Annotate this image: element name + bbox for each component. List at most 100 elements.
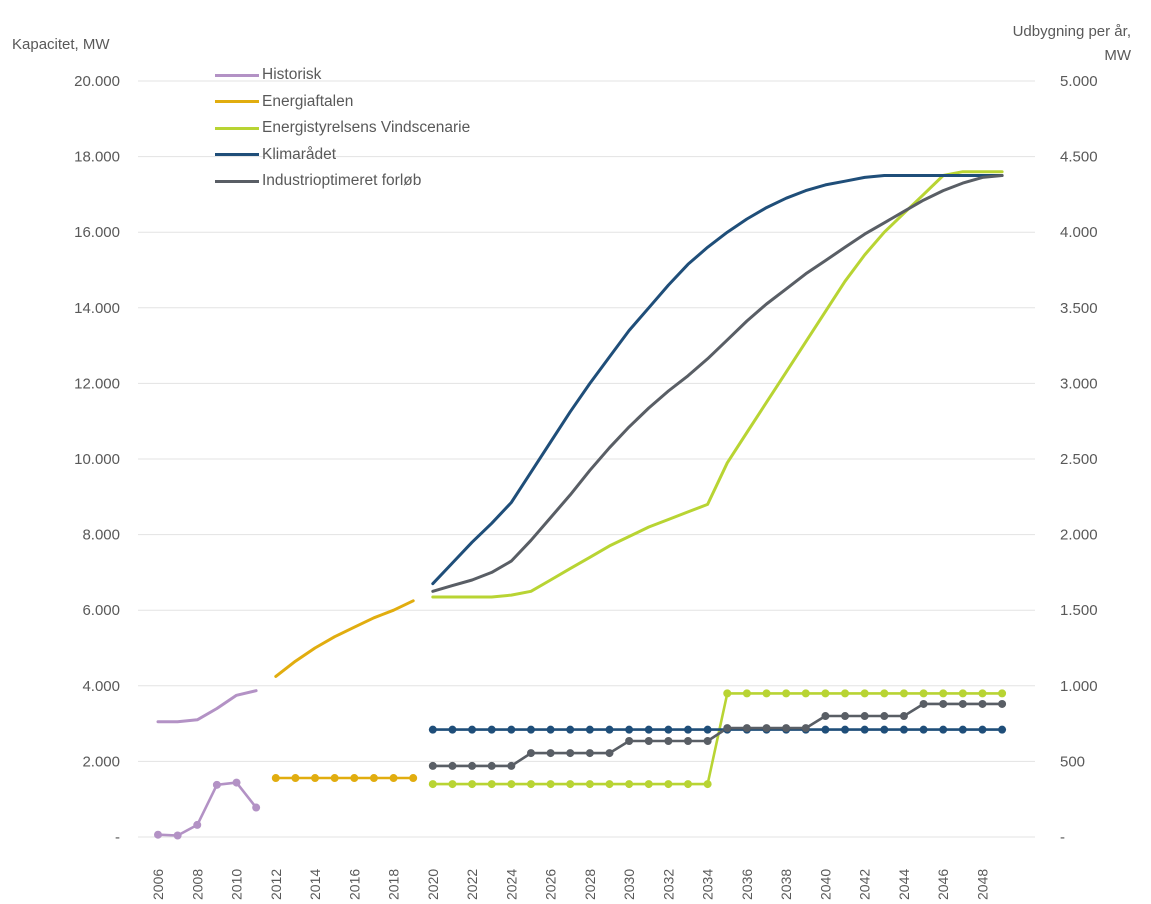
- right-tick-label: 1.500: [1060, 602, 1098, 619]
- data-point: [232, 778, 241, 787]
- data-point: [958, 725, 967, 734]
- data-point: [664, 780, 673, 789]
- series-line-4: [431, 174, 1004, 593]
- data-point: [939, 725, 948, 734]
- data-point: [684, 780, 693, 789]
- data-point: [703, 780, 712, 789]
- data-point: [173, 831, 182, 840]
- left-tick-label: 2.000: [82, 753, 120, 770]
- data-point: [860, 689, 869, 698]
- data-point: [507, 780, 516, 789]
- data-point: [958, 699, 967, 708]
- x-tick-label: 2046: [935, 869, 951, 900]
- data-point: [919, 725, 928, 734]
- data-point: [664, 736, 673, 745]
- left-tick-label: 8.000: [82, 527, 120, 544]
- x-tick-label: 2034: [700, 869, 716, 900]
- data-point: [605, 749, 614, 758]
- x-tick-label: 2048: [974, 869, 990, 900]
- data-point: [546, 780, 555, 789]
- legend-label-vindscenarie: Energistyrelsens Vindscenarie: [262, 119, 471, 137]
- data-point: [585, 749, 594, 758]
- data-point: [919, 699, 928, 708]
- x-tick-label: 2032: [660, 869, 676, 900]
- left-tick-label: 12.000: [74, 375, 120, 392]
- left-tick-label: 20.000: [74, 73, 120, 90]
- data-point: [782, 724, 791, 733]
- series-markers: [154, 689, 1007, 840]
- data-point: [526, 780, 535, 789]
- data-point: [625, 725, 634, 734]
- x-tick-label: 2044: [896, 869, 912, 900]
- data-point: [939, 689, 948, 698]
- data-point: [193, 820, 202, 829]
- series-lines: [156, 170, 1004, 837]
- data-point: [899, 725, 908, 734]
- legend-swatch-vindscenarie: [215, 126, 259, 130]
- right-tick-label: 5.000: [1060, 73, 1098, 90]
- right-tick-label: 500: [1060, 753, 1085, 770]
- data-point: [880, 712, 889, 721]
- data-point: [919, 689, 928, 698]
- x-tick-label: 2020: [425, 869, 441, 900]
- data-point: [507, 725, 516, 734]
- data-point: [880, 689, 889, 698]
- data-point: [311, 774, 320, 783]
- data-point: [271, 774, 280, 783]
- left-tick-label: 6.000: [82, 602, 120, 619]
- data-point: [389, 774, 398, 783]
- right-tick-label: 2.000: [1060, 527, 1098, 544]
- data-point: [330, 774, 339, 783]
- series-line-5: [156, 781, 258, 837]
- data-point: [487, 761, 496, 770]
- data-point: [468, 780, 477, 789]
- data-point: [723, 689, 732, 698]
- data-point: [703, 725, 712, 734]
- x-tick-label: 2026: [543, 869, 559, 900]
- data-point: [468, 725, 477, 734]
- x-tick-label: 2028: [582, 869, 598, 900]
- data-point: [644, 736, 653, 745]
- data-point: [644, 780, 653, 789]
- data-point: [212, 780, 221, 789]
- right-axis-label: Udbygning per år, MW: [951, 20, 1131, 68]
- data-point: [998, 689, 1007, 698]
- legend: Historisk Energiaftalen Energistyrelsens…: [215, 62, 470, 195]
- left-axis-tick-labels: - 2.000 4.000 6.000 8.000 10.000 12.000 14.000 1…: [74, 73, 120, 846]
- legend-swatch-historisk: [215, 73, 259, 77]
- data-point: [880, 725, 889, 734]
- data-point: [978, 725, 987, 734]
- data-point: [585, 780, 594, 789]
- data-point: [350, 774, 359, 783]
- left-tick-label: -: [115, 829, 120, 846]
- data-point: [252, 803, 261, 812]
- right-axis-label-line1: Udbygning per år,: [1012, 23, 1131, 40]
- data-point: [998, 699, 1007, 708]
- data-point: [526, 749, 535, 758]
- data-point: [448, 780, 457, 789]
- x-tick-label: 2006: [150, 869, 166, 900]
- data-point: [821, 712, 830, 721]
- legend-label-historisk: Historisk: [262, 66, 322, 84]
- data-point: [821, 689, 830, 698]
- data-point: [546, 725, 555, 734]
- data-point: [428, 780, 437, 789]
- data-point: [841, 725, 850, 734]
- data-point: [605, 780, 614, 789]
- data-point: [526, 725, 535, 734]
- legend-label-energiaftalen: Energiaftalen: [262, 92, 354, 110]
- data-point: [742, 689, 751, 698]
- series-line-9: [431, 702, 1004, 768]
- x-tick-label: 2016: [346, 869, 362, 900]
- data-point: [625, 780, 634, 789]
- series-line-2: [431, 170, 1004, 599]
- right-axis-label-line2: MW: [1104, 47, 1131, 64]
- data-point: [487, 725, 496, 734]
- x-tick-label: 2012: [268, 869, 284, 900]
- data-point: [978, 689, 987, 698]
- left-tick-label: 16.000: [74, 224, 120, 241]
- gridlines: [138, 80, 1035, 838]
- legend-item-industri: Industrioptimeret forløb: [215, 168, 470, 195]
- series-line-3: [431, 174, 1004, 586]
- left-axis-label: Kapacitet, MW: [12, 36, 110, 53]
